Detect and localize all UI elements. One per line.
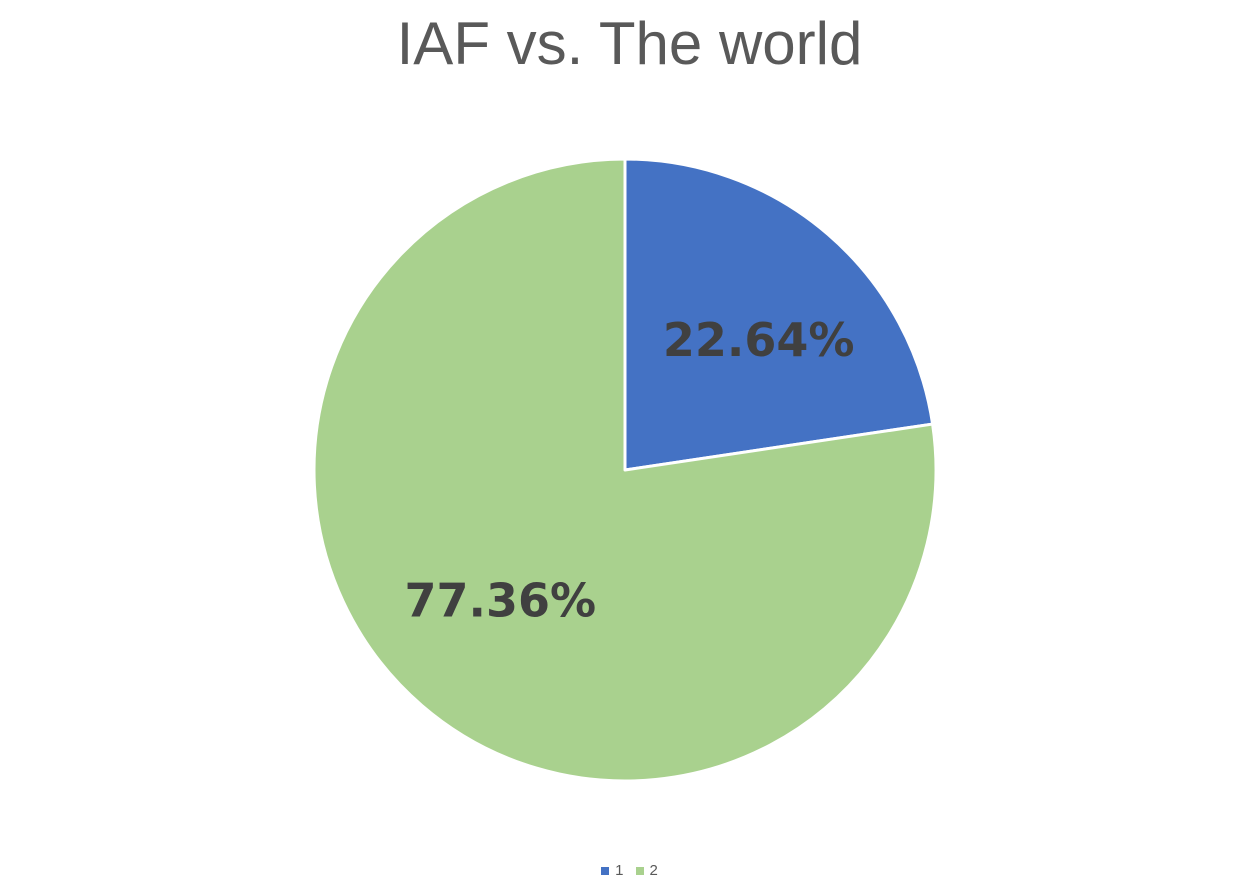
legend-swatch-2	[635, 866, 644, 875]
legend-item-1: 1	[601, 862, 624, 879]
legend-swatch-1	[601, 866, 610, 875]
data-label-1: 22.64%	[663, 313, 855, 367]
legend-label-2: 2	[649, 862, 658, 879]
pie-data-labels: 22.64% 77.36%	[404, 313, 854, 627]
chart-title: IAF vs. The world	[396, 10, 863, 77]
pie-slice-2	[312, 157, 938, 783]
legend-label-1: 1	[615, 862, 624, 879]
data-label-2: 77.36%	[404, 573, 596, 627]
pie-slice-1	[623, 157, 935, 472]
legend-item-2: 2	[635, 862, 658, 879]
pie-slices	[312, 157, 938, 783]
